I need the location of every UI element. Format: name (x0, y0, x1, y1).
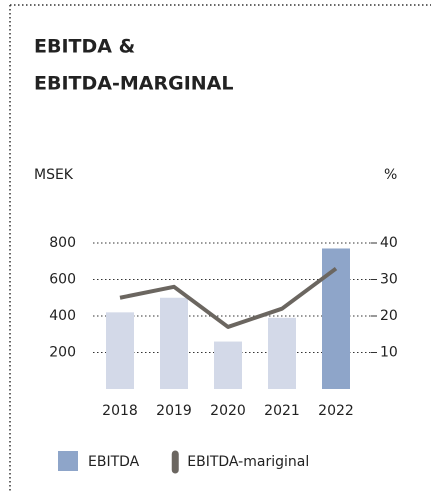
y-axis-label: MSEK (34, 167, 74, 183)
x-tick-label: 2019 (156, 403, 192, 419)
chart-title: EBITDA & (34, 36, 135, 58)
y2-tick-label: 30 (380, 272, 398, 288)
bar (268, 317, 296, 389)
y2-tick-label: 40 (380, 235, 398, 251)
y2-axis-label: % (384, 167, 397, 183)
y2-tick-label: 20 (380, 308, 398, 324)
x-tick-label: 2022 (318, 403, 354, 419)
y-tick-label: 400 (49, 308, 76, 324)
legend-label: EBITDA-mariginal (187, 454, 309, 470)
x-tick-label: 2018 (102, 403, 138, 419)
bar (214, 341, 242, 389)
x-tick-label: 2020 (210, 403, 246, 419)
bar (322, 248, 350, 389)
bar (106, 312, 134, 389)
x-tick-label: 2021 (264, 403, 300, 419)
bar (160, 297, 188, 389)
y-tick-label: 200 (49, 345, 76, 361)
y-tick-label: 600 (49, 272, 76, 288)
line (119, 266, 338, 329)
legend-label: EBITDA (88, 454, 140, 470)
y2-tick-label: 10 (380, 345, 398, 361)
legend-swatch (58, 451, 78, 471)
chart-title: EBITDA-MARGINAL (34, 73, 233, 95)
y-tick-label: 800 (49, 235, 76, 251)
